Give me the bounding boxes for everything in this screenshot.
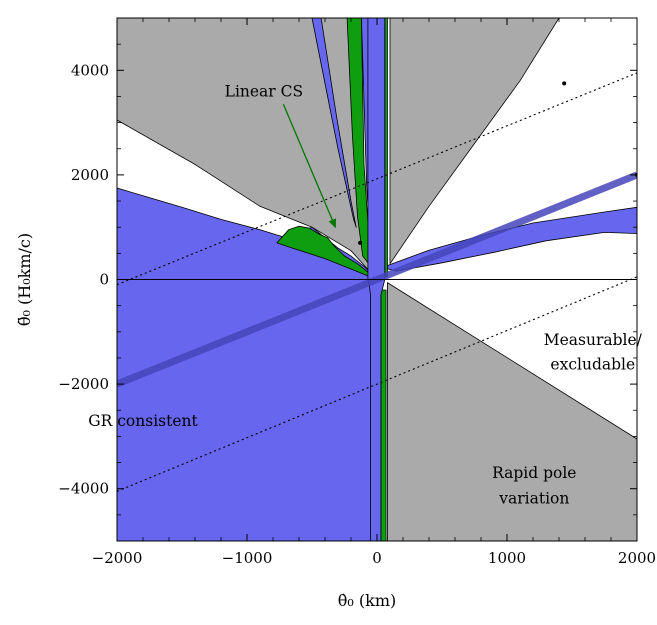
- annotation-label: Rapid pole: [492, 464, 576, 482]
- linear-cs-arrow: [282, 104, 336, 229]
- annotations-layer: Linear CS Measurable/excludable GR consist…: [88, 82, 642, 507]
- marker-point: [358, 240, 363, 245]
- region-rapid-pole-variation-2: [386, 282, 637, 541]
- line-upper-dotted: [117, 72, 637, 286]
- annotation-label: Linear CS: [225, 82, 303, 100]
- y-tick-label: 4000: [71, 61, 109, 79]
- region-linear-cs-2: [276, 225, 378, 280]
- lines-layer: [117, 72, 637, 492]
- y-axis-title: θ̈₀ (H₀km/c): [15, 233, 34, 326]
- x-axis-title: θ̇₀ (km): [338, 591, 396, 610]
- annotation-label: GR consistent: [88, 412, 198, 430]
- y-tick-label: 0: [99, 271, 109, 289]
- annotation-label: Measurable/: [544, 331, 643, 349]
- y-tick-label: 2000: [71, 166, 109, 184]
- axes-layer: −2000 −1000 0 1000 2000 −4000 −2000 0 2000 4000 θ̇…: [15, 17, 656, 610]
- region-blue-wedges-0: [311, 18, 357, 228]
- marker-point: [562, 81, 567, 86]
- x-tick-label: 2000: [618, 549, 656, 567]
- line-lower-dotted: [117, 276, 637, 492]
- annotation-label: excludable: [550, 355, 635, 373]
- x-tick-label: 0: [372, 549, 382, 567]
- x-tick-label: 1000: [488, 549, 526, 567]
- regions-layer: [117, 18, 637, 541]
- y-tick-label: −2000: [58, 375, 109, 393]
- region-rapid-pole-variation-1: [389, 18, 560, 265]
- x-tick-label: −2000: [92, 549, 143, 567]
- y-tick-label: −4000: [58, 480, 109, 498]
- x-tick-label: −1000: [222, 549, 273, 567]
- annotation-label: variation: [498, 489, 569, 507]
- region-linear-cs-3: [380, 289, 387, 541]
